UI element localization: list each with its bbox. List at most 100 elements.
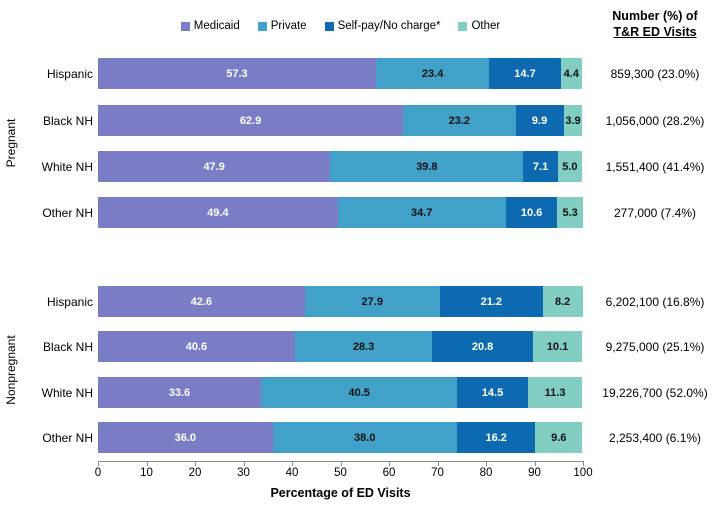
x-axis-title: Percentage of ED Visits	[270, 486, 411, 500]
row-total: 277,000 (7.4%)	[613, 205, 697, 220]
segment-value-label: 16.2	[485, 431, 507, 444]
x-axis-tick	[292, 461, 293, 466]
segment-value-label: 40.5	[348, 386, 370, 399]
segment-value-label: 23.2	[448, 114, 471, 127]
row-total: 1,551,400 (41.4%)	[605, 159, 705, 174]
segment-value-label: 9.9	[531, 114, 548, 127]
segment-value-label: 23.4	[421, 67, 444, 80]
bar-segment-private: 40.5	[260, 377, 458, 408]
row-total: 9,275,000 (25.1%)	[605, 339, 705, 354]
x-axis-tick-label: 70	[431, 467, 444, 479]
row-total: 2,253,400 (6.1%)	[608, 430, 702, 445]
x-axis-tick-label: 50	[334, 467, 347, 479]
number-column-header: Number (%) of T&R ED Visits	[588, 8, 722, 40]
segment-value-label: 57.3	[226, 67, 248, 80]
stacked-bar: 47.9 39.8 7.1 5.0	[98, 151, 583, 182]
x-axis-tick-label: 60	[382, 467, 396, 479]
x-axis-tick	[195, 461, 196, 466]
chart-row-pregnant-2: White NH 47.9 39.8 7.1 5.0 1,551,400 (41.4%)	[0, 151, 725, 182]
legend-item-medicaid: Medicaid	[180, 20, 240, 32]
stacked-bar: 62.9 23.2 9.9 3.9	[98, 105, 583, 136]
bar-segment-private: 23.4	[375, 58, 490, 89]
legend-label-self-pay: Self-pay/No charge*	[337, 20, 441, 32]
chart-row-nonpregnant-3: Other NH 36.0 38.0 16.2 9.6 2,253,400 (6.1%)	[0, 422, 725, 453]
row-label: Other NH	[42, 430, 93, 445]
bar-segment-private: 23.2	[403, 105, 516, 136]
segment-value-label: 27.9	[361, 295, 383, 308]
bar-segment-self-pay: 20.8	[432, 331, 534, 362]
row-total: 1,056,000 (28.2%)	[605, 113, 705, 128]
legend-swatch-medicaid-icon	[180, 21, 190, 31]
x-axis-tick-label: 100	[573, 467, 593, 479]
row-label: White NH	[41, 159, 93, 174]
chart-row-nonpregnant-1: Black NH 40.6 28.3 20.8 10.1 9,275,000 (25.1%…	[0, 331, 725, 362]
bar-segment-other: 9.6	[535, 422, 582, 453]
segment-value-label: 38.0	[354, 431, 376, 444]
x-axis-tick-label: 90	[528, 467, 541, 479]
row-label: White NH	[41, 385, 93, 400]
chart-row-nonpregnant-2: White NH 33.6 40.5 14.5 11.3 19,226,700 (52.0…	[0, 377, 725, 408]
chart-row-nonpregnant-0: Hispanic 42.6 27.9 21.2 8.2 6,202,100 (16.8%)	[0, 286, 725, 317]
bar-segment-medicaid: 62.9	[98, 105, 404, 136]
chart-row-pregnant-3: Other NH 49.4 34.7 10.6 5.3 277,000 (7.4%)	[0, 197, 725, 228]
segment-value-label: 47.9	[203, 160, 225, 173]
row-label: Other NH	[42, 205, 93, 220]
x-axis-tick	[340, 461, 342, 466]
bar-segment-other: 11.3	[527, 377, 583, 408]
group-label-pregnant: Pregnant	[4, 118, 18, 168]
segment-value-label: 9.6	[551, 431, 567, 444]
row-label: Hispanic	[46, 294, 93, 309]
segment-value-label: 5.0	[562, 160, 578, 173]
segment-value-label: 14.7	[514, 67, 536, 80]
bar-segment-private: 38.0	[272, 422, 457, 453]
segment-value-label: 5.3	[562, 206, 578, 219]
bar-segment-other: 8.2	[542, 286, 583, 317]
segment-value-label: 10.1	[546, 340, 569, 353]
x-axis-tick-label: 10	[140, 467, 153, 479]
x-axis-tick	[437, 461, 439, 466]
segment-value-label: 34.7	[411, 206, 433, 219]
stacked-bar: 57.3 23.4 14.7 4.4	[98, 58, 583, 89]
bar-segment-private: 39.8	[330, 151, 524, 182]
row-total: 19,226,700 (52.0%)	[602, 385, 708, 400]
bar-segment-other: 10.1	[533, 331, 583, 362]
segment-value-label: 39.8	[416, 160, 438, 173]
legend-label-private: Private	[270, 20, 307, 32]
x-axis-tick	[243, 461, 245, 466]
segment-value-label: 7.1	[532, 160, 549, 173]
bar-segment-private: 28.3	[294, 331, 433, 362]
legend-swatch-other-icon	[458, 21, 468, 31]
segment-value-label: 40.6	[185, 340, 208, 353]
bar-segment-medicaid: 47.9	[98, 151, 331, 182]
legend-item-other: Other	[458, 20, 500, 32]
bar-segment-other: 3.9	[563, 105, 583, 136]
bar-segment-self-pay: 10.6	[505, 197, 558, 228]
bar-segment-self-pay: 7.1	[523, 151, 558, 182]
segment-value-label: 62.9	[239, 114, 262, 127]
x-axis-tick-label: 0	[94, 467, 102, 479]
bar-segment-private: 27.9	[304, 286, 440, 317]
legend: Medicaid Private Self-pay/No charge* Other	[98, 18, 583, 34]
legend-label-other: Other	[471, 20, 501, 32]
legend-swatch-private-icon	[257, 21, 267, 31]
segment-value-label: 36.0	[174, 431, 196, 444]
bar-segment-private: 34.7	[337, 197, 506, 228]
chart-row-pregnant-0: Hispanic 57.3 23.4 14.7 4.4 859,300 (23.0%)	[0, 58, 725, 89]
segment-value-label: 20.8	[471, 340, 494, 353]
bar-segment-other: 4.4	[560, 58, 582, 89]
x-axis-tick-label: 30	[237, 467, 250, 479]
segment-value-label: 10.6	[520, 206, 543, 219]
number-column-header-line2: T&R ED Visits	[613, 25, 697, 39]
bar-segment-medicaid: 33.6	[98, 377, 261, 408]
segment-value-label: 33.6	[168, 386, 191, 399]
segment-value-label: 3.9	[565, 114, 581, 127]
bar-segment-other: 5.0	[557, 151, 582, 182]
stacked-bar: 42.6 27.9 21.2 8.2	[98, 286, 583, 317]
x-axis-tick	[534, 461, 536, 466]
x-axis-tick	[146, 461, 148, 466]
segment-value-label: 21.2	[480, 295, 503, 308]
legend-item-private: Private	[257, 20, 307, 32]
bar-segment-medicaid: 40.6	[98, 331, 295, 362]
x-axis-tick-label: 40	[285, 467, 299, 479]
